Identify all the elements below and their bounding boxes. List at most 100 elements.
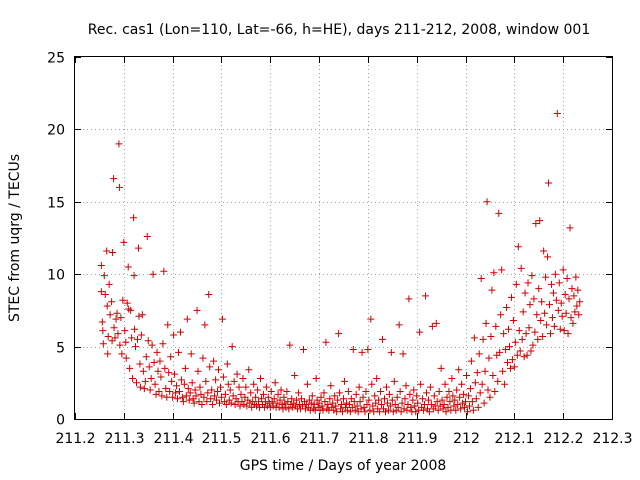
data-point — [444, 403, 452, 411]
data-point — [473, 369, 481, 377]
data-point — [367, 315, 375, 323]
data-point — [286, 341, 294, 349]
data-point — [532, 220, 540, 228]
data-point — [161, 364, 169, 372]
data-point — [205, 290, 213, 298]
data-point — [310, 401, 318, 409]
data-point — [330, 406, 338, 414]
data-point — [527, 347, 535, 355]
data-point — [199, 354, 207, 362]
data-point — [424, 396, 432, 404]
data-point — [388, 396, 396, 404]
data-point — [226, 386, 234, 394]
data-point — [261, 398, 269, 406]
data-point — [140, 385, 148, 393]
data-point — [574, 286, 582, 294]
data-point — [378, 401, 386, 409]
data-point — [317, 393, 325, 401]
data-point — [359, 393, 367, 401]
data-point — [133, 335, 141, 343]
data-point — [355, 383, 363, 391]
data-point — [460, 390, 468, 398]
data-point — [123, 299, 131, 307]
data-point — [223, 360, 231, 368]
data-point — [120, 238, 128, 246]
data-point — [551, 270, 559, 278]
data-point — [573, 302, 581, 310]
data-point — [229, 392, 237, 400]
data-point — [158, 392, 166, 400]
data-point — [183, 315, 191, 323]
data-point — [386, 402, 394, 410]
data-point — [181, 364, 189, 372]
data-point — [370, 408, 378, 416]
data-point — [396, 387, 404, 395]
data-point — [518, 335, 526, 343]
grid-lines — [75, 57, 612, 419]
data-point — [166, 387, 174, 395]
data-point — [511, 338, 519, 346]
data-point — [208, 386, 216, 394]
data-point — [366, 406, 374, 414]
data-point — [219, 373, 227, 381]
data-point — [202, 377, 210, 385]
data-point — [495, 209, 503, 217]
data-point — [136, 360, 144, 368]
data-point — [363, 401, 371, 409]
data-point — [491, 387, 499, 395]
data-point — [182, 392, 190, 400]
data-point — [217, 393, 225, 401]
data-point — [260, 403, 268, 411]
data-point — [214, 387, 222, 395]
data-point — [144, 337, 152, 345]
data-point — [169, 393, 177, 401]
data-point — [117, 314, 125, 322]
data-point — [377, 387, 385, 395]
data-point — [540, 247, 548, 255]
data-point — [248, 403, 256, 411]
data-point — [149, 270, 157, 278]
data-point — [419, 395, 427, 403]
data-point — [489, 372, 497, 380]
data-point — [445, 387, 453, 395]
data-point — [376, 408, 384, 416]
data-point — [334, 396, 342, 404]
data-point — [135, 312, 143, 320]
data-point — [416, 328, 424, 336]
data-point — [171, 370, 179, 378]
data-point — [487, 332, 495, 340]
data-point — [561, 290, 569, 298]
data-point — [97, 288, 105, 296]
data-point — [216, 383, 224, 391]
data-point — [564, 330, 572, 338]
data-point — [475, 350, 483, 358]
data-point — [173, 382, 181, 390]
y-tick-label: 20 — [47, 123, 65, 139]
data-point — [519, 308, 527, 316]
data-point — [480, 399, 488, 407]
data-point — [242, 383, 250, 391]
data-point — [207, 395, 215, 403]
data-point — [450, 402, 458, 410]
data-point — [434, 406, 442, 414]
data-point — [299, 345, 307, 353]
data-point — [389, 408, 397, 416]
data-point — [218, 315, 226, 323]
data-point — [114, 330, 122, 338]
data-point — [530, 295, 538, 303]
data-point — [470, 334, 478, 342]
data-point — [103, 247, 111, 255]
data-point — [412, 408, 420, 416]
data-point — [187, 350, 195, 358]
data-point — [438, 396, 446, 404]
data-point — [105, 280, 113, 288]
data-point — [353, 402, 361, 410]
data-point — [342, 399, 350, 407]
data-point — [417, 380, 425, 388]
data-point — [193, 306, 201, 314]
data-point — [115, 183, 123, 191]
x-tick-label: 211.8 — [348, 431, 388, 447]
data-point — [333, 408, 341, 416]
data-point — [231, 401, 239, 409]
data-point — [420, 406, 428, 414]
